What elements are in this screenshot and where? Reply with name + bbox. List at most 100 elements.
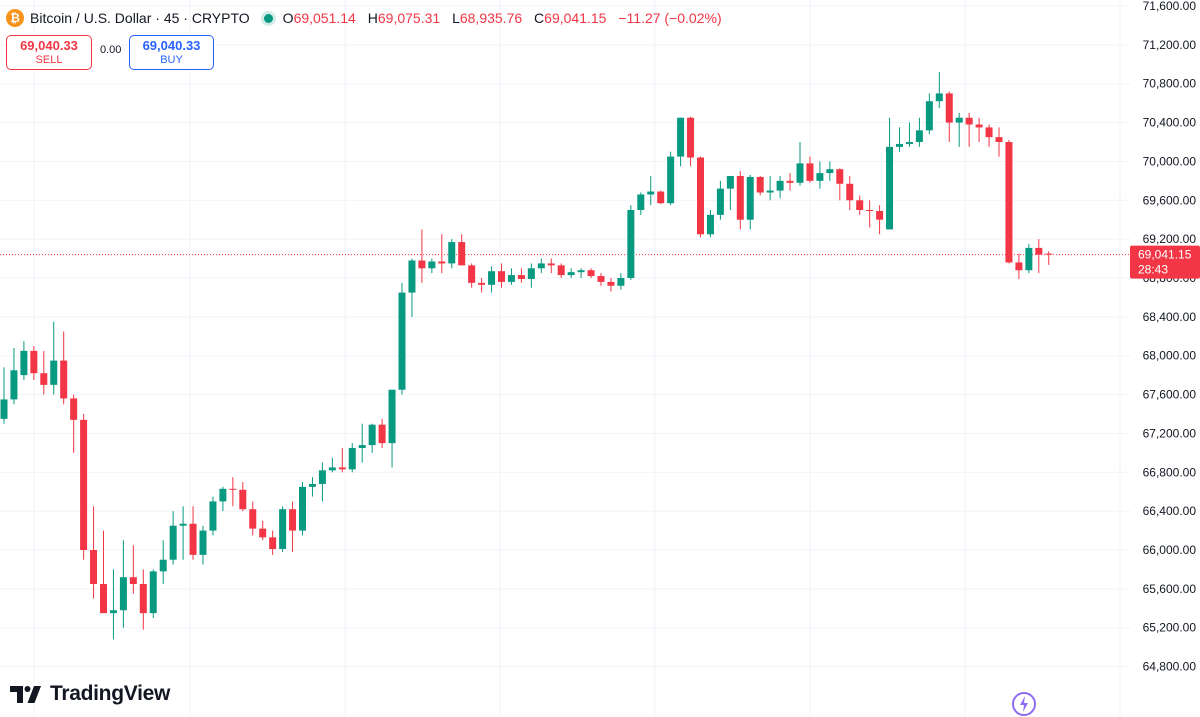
candle	[60, 331, 68, 405]
candle	[716, 180, 724, 220]
candle	[100, 530, 107, 614]
candle	[876, 205, 884, 235]
candle	[159, 540, 167, 584]
candle	[20, 341, 28, 380]
candle	[169, 511, 177, 565]
candle	[279, 506, 287, 552]
close-label: C	[534, 10, 545, 26]
candle	[378, 418, 386, 448]
candle-body	[468, 265, 476, 283]
buy-button[interactable]: 69,040.33 BUY	[129, 35, 214, 70]
market-status-icon[interactable]	[263, 13, 273, 23]
candle	[786, 173, 794, 191]
sell-label: SELL	[35, 54, 63, 66]
candle	[677, 117, 685, 167]
candle	[1025, 244, 1033, 274]
candle	[896, 127, 903, 152]
candle-body	[368, 424, 376, 446]
last-price-box	[1130, 245, 1200, 279]
candle	[30, 346, 38, 380]
candle-body	[378, 424, 386, 444]
candle-body	[597, 276, 605, 282]
y-tick-label: 71,200.00	[1143, 38, 1197, 52]
lightning-icon[interactable]	[1011, 691, 1037, 717]
candle	[537, 258, 545, 274]
candle-body	[388, 389, 396, 444]
candle	[259, 520, 267, 541]
candle	[706, 210, 714, 238]
last-price-marker: 69,041.15 28:43	[1130, 245, 1200, 279]
open-value: 69,051.14	[293, 10, 356, 26]
candle-body	[776, 180, 784, 191]
candle	[836, 168, 844, 201]
price-axis[interactable]: 64,800.00 65,200.00 65,600.00 66,000.00 66,4…	[1143, 0, 1197, 674]
y-tick-label: 66,800.00	[1143, 465, 1197, 479]
candle-body	[766, 190, 774, 193]
candle-body	[617, 278, 625, 286]
candle-body	[896, 143, 903, 147]
candle-body	[995, 137, 1003, 142]
candle	[607, 278, 615, 292]
candle-body	[478, 282, 486, 285]
candle-body	[1035, 247, 1043, 255]
candle-body	[458, 242, 466, 266]
candle	[289, 501, 297, 552]
candle	[348, 443, 356, 473]
candle	[697, 156, 704, 238]
candle-body	[716, 188, 724, 215]
candle-body	[408, 260, 416, 293]
candle-body	[587, 270, 595, 277]
candle	[736, 171, 744, 230]
candle-body	[139, 584, 147, 614]
candle	[468, 263, 476, 288]
candle	[388, 389, 396, 468]
candle-body	[726, 176, 734, 189]
y-tick-label: 67,200.00	[1143, 426, 1197, 440]
candle	[418, 229, 426, 283]
candle-body	[1045, 253, 1053, 255]
candle-body	[219, 488, 227, 502]
candle	[866, 200, 874, 228]
candle-body	[269, 537, 277, 550]
candle	[776, 176, 784, 199]
candle	[766, 176, 774, 201]
candle-body	[627, 210, 635, 278]
candle	[726, 176, 734, 210]
candle-body	[20, 350, 28, 376]
candle-body	[677, 117, 685, 157]
candle-body	[557, 265, 565, 276]
low-value: 68,935.76	[459, 10, 523, 26]
tradingview-logo[interactable]: TradingView	[10, 682, 170, 706]
symbol-title[interactable]: Bitcoin / U.S. Dollar · 45 · CRYPTO	[30, 10, 250, 26]
ohlc-values: O69,051.14 H69,075.31 L68,935.76 C69,041…	[283, 10, 722, 26]
candle	[935, 72, 943, 108]
candle	[796, 142, 804, 186]
candle	[965, 112, 973, 147]
candle-body	[308, 483, 316, 487]
candle	[149, 569, 157, 618]
candle	[945, 91, 953, 142]
logo-text: TradingView	[50, 682, 171, 705]
candle	[90, 506, 98, 599]
candle-body	[507, 275, 515, 282]
candle-body	[527, 268, 535, 279]
candle	[577, 268, 585, 278]
candle	[826, 161, 834, 181]
candle	[498, 263, 505, 288]
low-label: L	[452, 10, 460, 26]
candle-body	[547, 263, 555, 266]
candle	[925, 93, 933, 135]
candle-body	[905, 142, 913, 144]
candle	[448, 239, 456, 269]
candle-body	[159, 559, 167, 572]
high-value: 69,075.31	[377, 10, 441, 26]
candle-body	[289, 509, 297, 531]
close-value: 69,041.15	[544, 10, 607, 26]
candle	[627, 205, 635, 280]
candle-body	[119, 577, 127, 611]
sell-button[interactable]: 69,040.33 SELL	[6, 35, 92, 70]
candle	[507, 268, 515, 285]
candle	[338, 448, 346, 473]
candle-body	[80, 419, 88, 550]
